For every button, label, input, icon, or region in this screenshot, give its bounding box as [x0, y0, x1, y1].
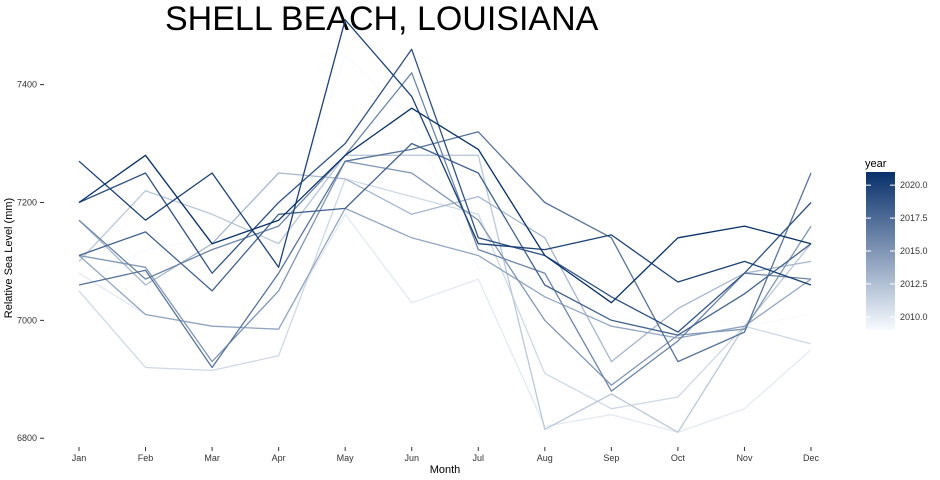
series-lines — [78, 19, 812, 433]
y-axis-title: Relative Sea Level (mm) — [3, 198, 15, 318]
x-tick-label: Mar — [204, 453, 220, 463]
legend-tick-label: 2020.0 — [900, 180, 928, 190]
series-line-2009 — [78, 54, 812, 345]
y-tick-label: 7400 — [17, 80, 37, 90]
x-tick-label: Jul — [473, 453, 485, 463]
series-line-2019 — [78, 48, 812, 333]
x-axis-title: Month — [430, 464, 461, 476]
legend-tick-label: 2017.5 — [900, 213, 928, 223]
series-line-2012 — [78, 154, 812, 433]
x-tick-label: Oct — [671, 453, 686, 463]
legend-title: year — [865, 158, 887, 170]
x-tick-label: Nov — [736, 453, 753, 463]
y-tick-label: 7200 — [17, 197, 37, 207]
x-tick-label: Feb — [138, 453, 154, 463]
x-tick-label: Jun — [404, 453, 419, 463]
legend-tick-label: 2015.0 — [900, 246, 928, 256]
legend-tick-label: 2012.5 — [900, 279, 928, 289]
series-line-2017 — [78, 131, 812, 369]
x-tick-label: Aug — [537, 453, 553, 463]
x-tick-label: Dec — [803, 453, 820, 463]
x-axis: Jan Feb Mar Apr May Jun Jul Aug Sep Oct Nov Dec — [72, 447, 820, 463]
series-line-2020 — [78, 19, 812, 286]
x-tick-label: May — [337, 453, 355, 463]
series-line-2016 — [78, 72, 812, 392]
legend-tick-label: 2010.0 — [900, 312, 928, 322]
x-tick-label: Jan — [72, 453, 87, 463]
series-line-2021 — [78, 107, 812, 304]
series-line-2014 — [78, 207, 812, 339]
chart-title: SHELL BEACH, LOUISIANA — [165, 0, 599, 38]
legend: year 2010.0 2012.5 2015.0 2017.5 2020.0 — [865, 158, 928, 330]
y-tick-label: 6800 — [17, 433, 37, 443]
legend-ticks: 2010.0 2012.5 2015.0 2017.5 2020.0 — [866, 180, 928, 322]
series-line-2018 — [78, 142, 812, 336]
y-tick-label: 7000 — [17, 315, 37, 325]
series-line-2013 — [78, 172, 812, 363]
x-tick-label: Sep — [603, 453, 619, 463]
y-axis: 6800 7000 7200 7400 — [17, 80, 44, 443]
plot-area: Jan Feb Mar Apr May Jun Jul Aug Sep Oct Nov Dec 680… — [17, 19, 820, 463]
x-tick-label: Apr — [272, 453, 286, 463]
series-line-2015 — [78, 160, 812, 386]
